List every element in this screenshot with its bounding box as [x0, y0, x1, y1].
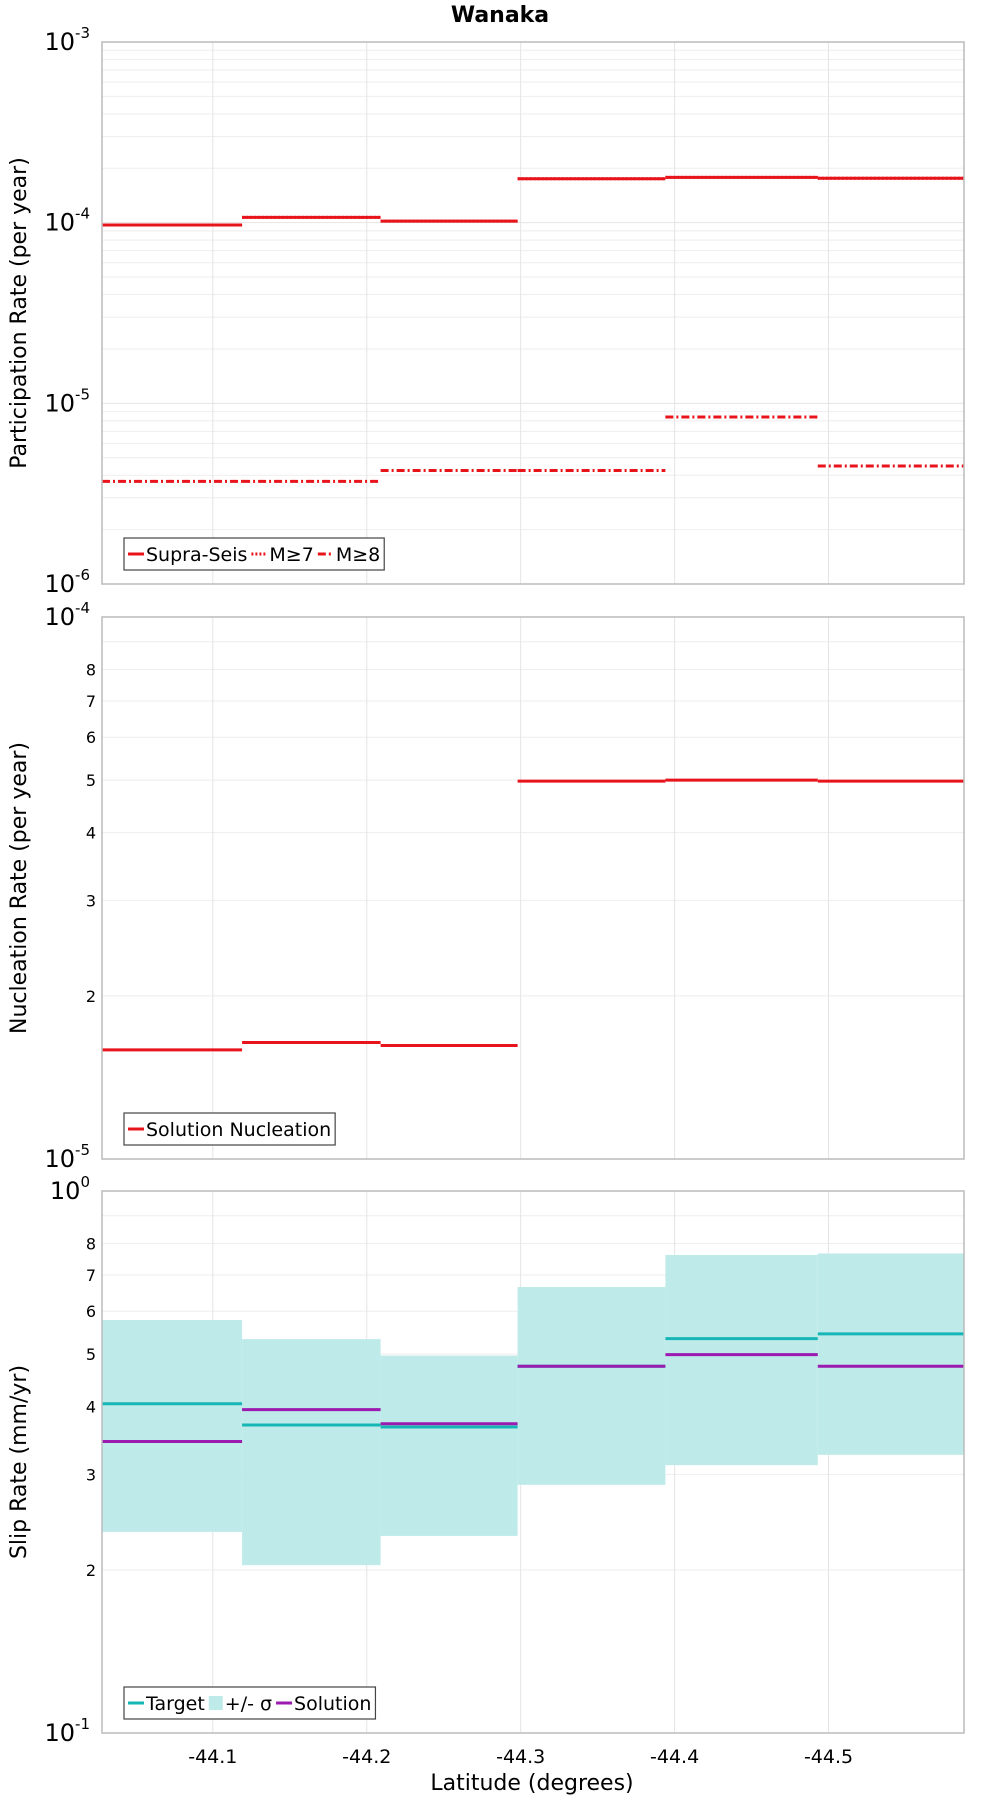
y-tick-label: 10-4: [44, 599, 90, 631]
y-minor-tick-label: 2: [86, 987, 96, 1006]
legend: Target +/- σ Solution: [123, 1686, 377, 1720]
legend-label: Solution: [294, 1693, 371, 1715]
legend-swatch-band: [208, 1696, 223, 1710]
y-tick-label: 10-6: [44, 566, 90, 598]
y-minor-tick-label: 8: [86, 1235, 96, 1254]
legend: Solution Nucleation: [123, 1112, 336, 1146]
y-minor-tick-label: 6: [86, 728, 96, 747]
y-minor-tick-label: 6: [86, 1302, 96, 1321]
y-minor-tick-label: 7: [86, 692, 96, 711]
legend-label: M≥8: [336, 544, 380, 566]
y-minor-tick-label: 4: [86, 1398, 96, 1417]
y-tick-label: 10-3: [44, 24, 90, 56]
legend-label: Supra-Seis: [146, 544, 247, 566]
x-tick-label: -44.4: [650, 1746, 699, 1768]
series-solution: [102, 1353, 964, 1444]
y-axis-label: Slip Rate (mm/yr): [7, 1365, 32, 1559]
plot-frame: [101, 1190, 965, 1734]
sigma-band-bin: [242, 1339, 381, 1566]
panel-1: 10-3 10-4 10-5 10-6 Participation Rate (per …: [7, 24, 965, 598]
y-tick-label: 10-5: [44, 385, 90, 417]
panel-3: 100 10-1 2 3 4 5 6 7 8 -44.1 -44.2 -44.3 -44.4 -44.5 S…: [7, 1173, 965, 1768]
sigma-band-bin: [380, 1355, 518, 1536]
x-tick-label: -44.3: [496, 1746, 545, 1768]
x-axis-label: Latitude (degrees): [430, 1771, 633, 1796]
sigma-band-bin: [517, 1287, 666, 1485]
sigma-band-bin: [102, 1320, 243, 1532]
y-minor-tick-label: 2: [86, 1561, 96, 1580]
y-minor-tick-label: 5: [86, 771, 96, 790]
legend-box: [123, 1112, 336, 1146]
y-minor-tick-label: 4: [86, 824, 96, 843]
y-tick-label: 10-4: [44, 205, 90, 237]
x-tick-label: -44.1: [188, 1746, 237, 1768]
series-m-7: [102, 175, 964, 227]
y-minor-tick-label: 7: [86, 1266, 96, 1285]
series-m-8: [102, 415, 964, 483]
y-tick-label: 10-1: [44, 1715, 90, 1747]
y-tick-label: 10-5: [44, 1141, 90, 1173]
sigma-band-bin: [817, 1253, 964, 1455]
legend-label: M≥7: [269, 544, 313, 566]
x-tick-label: -44.5: [804, 1746, 853, 1768]
plot-frame: [101, 616, 965, 1160]
panels: 10-3 10-4 10-5 10-6 Participation Rate (per …: [7, 24, 965, 1768]
x-tick-label: -44.2: [342, 1746, 391, 1768]
y-minor-tick-label: 5: [86, 1345, 96, 1364]
y-axis-label: Participation Rate (per year): [7, 157, 32, 469]
chart-title: Wanaka: [451, 3, 549, 28]
y-minor-tick-label: 3: [86, 1465, 96, 1484]
sigma-band-bin: [665, 1254, 818, 1466]
legend-label: Target: [145, 1693, 205, 1715]
y-minor-tick-label: 8: [86, 661, 96, 680]
legend: Supra-Seis M≥7 M≥8: [123, 537, 385, 571]
plot-frame: [101, 41, 965, 585]
legend-label: Solution Nucleation: [146, 1119, 331, 1141]
y-minor-tick-label: 3: [86, 891, 96, 910]
y-axis-label: Nucleation Rate (per year): [7, 742, 32, 1034]
legend-label: +/- σ: [225, 1693, 272, 1715]
panel-2: 10-4 10-5 2 3 4 5 6 7 8 Nucleation Rate (per year…: [7, 599, 965, 1173]
series-supra-seis: [102, 175, 964, 227]
series-solution-nucleation: [102, 778, 964, 1052]
legend-box: [123, 1686, 377, 1720]
y-tick-label: 100: [50, 1173, 90, 1205]
legend-box: [123, 537, 385, 571]
